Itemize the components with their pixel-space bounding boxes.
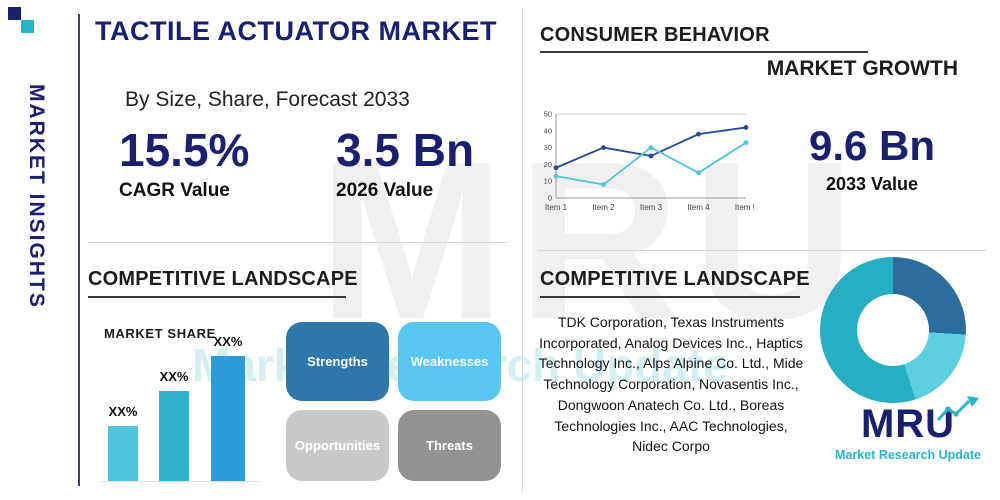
logo-text: MRU xyxy=(860,402,956,446)
market-share-bar-chart: XX% XX% XX% xyxy=(100,334,265,482)
left-accent-line xyxy=(78,14,80,486)
swot-grid: Strengths Weaknesses Opportunities Threats xyxy=(286,322,501,481)
competitive-landscape-right-title: COMPETITIVE LANDSCAPE xyxy=(540,268,810,290)
competitive-landscape-left-title: COMPETITIVE LANDSCAPE xyxy=(88,268,358,290)
label-2026: 2026 Value xyxy=(336,180,434,202)
page-title: TACTILE ACTUATOR MARKET xyxy=(95,16,497,46)
svg-text:Item 5: Item 5 xyxy=(735,203,754,212)
svg-text:0: 0 xyxy=(548,194,552,203)
bar-value-label: XX% xyxy=(213,334,243,349)
stat-2033: 9.6 Bn 2033 Value xyxy=(790,122,954,195)
consumer-behavior-underline xyxy=(540,51,868,53)
cagr-label: CAGR Value xyxy=(119,180,230,202)
value-2033: 9.6 Bn xyxy=(808,122,936,169)
bar-chart-baseline xyxy=(100,481,260,482)
companies-list: TDK Corporation, Texas Instruments Incor… xyxy=(538,314,804,455)
page-subtitle: By Size, Share, Forecast 2033 xyxy=(125,88,410,111)
swot-cell-opportunities: Opportunities xyxy=(286,410,389,481)
decor-square-teal xyxy=(21,20,34,33)
svg-text:Item 1: Item 1 xyxy=(545,203,568,212)
mru-logo: MRU Market Research Update xyxy=(826,396,990,462)
svg-text:Item 3: Item 3 xyxy=(640,203,663,212)
swot-cell-strengths: Strengths xyxy=(286,322,389,401)
svg-text:Item 4: Item 4 xyxy=(687,203,710,212)
bar-value-label: XX% xyxy=(108,404,138,419)
svg-text:40: 40 xyxy=(544,126,552,135)
consumer-line-chart: 0 10 20 30 40 50 Item 1 Item 2 Item 3 Item 4 Item … xyxy=(544,110,754,213)
svg-text:30: 30 xyxy=(544,143,552,152)
stat-cagr: 15.5% CAGR Value xyxy=(119,126,249,202)
cagr-value: 15.5% xyxy=(119,124,250,176)
swot-cell-weaknesses: Weaknesses xyxy=(398,322,501,401)
value-2026: 3.5 Bn xyxy=(336,124,475,176)
logo-tagline: Market Research Update xyxy=(835,448,981,462)
svg-text:Item 2: Item 2 xyxy=(592,203,615,212)
divider-center-vertical xyxy=(522,8,523,492)
competitive-landscape-left-underline xyxy=(88,296,346,298)
competitive-landscape-right-underline xyxy=(540,296,800,298)
donut-chart xyxy=(820,257,966,403)
donut-hole xyxy=(857,294,929,366)
market-share-label: MARKET SHARE xyxy=(104,326,216,341)
stat-2026: 3.5 Bn 2026 Value xyxy=(336,126,474,202)
svg-text:50: 50 xyxy=(544,110,552,119)
label-2033: 2033 Value xyxy=(825,174,919,195)
market-share-bar xyxy=(159,391,189,481)
divider-right-horizontal xyxy=(538,250,986,251)
logo-growth-arrow-icon xyxy=(936,396,979,422)
svg-text:10: 10 xyxy=(544,177,552,186)
consumer-behavior-title: CONSUMER BEHAVIOR xyxy=(540,24,770,46)
swot-cell-threats: Threats xyxy=(398,410,501,481)
market-share-bar xyxy=(211,356,245,481)
vertical-title: MARKET INSIGHTS xyxy=(25,84,48,309)
decor-square-navy xyxy=(8,7,21,20)
market-growth-title: MARKET GROWTH xyxy=(766,57,958,80)
bar-value-label: XX% xyxy=(159,369,189,384)
market-share-bar xyxy=(108,426,138,481)
svg-text:20: 20 xyxy=(544,160,552,169)
divider-left-horizontal xyxy=(88,242,508,243)
